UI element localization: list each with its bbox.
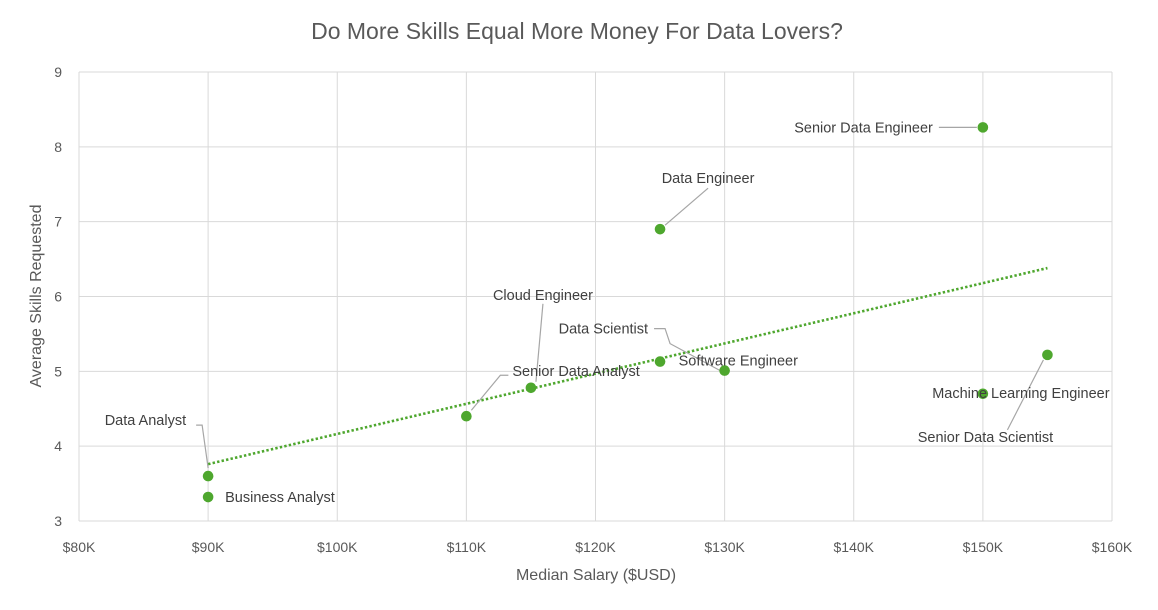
data-point: [1042, 349, 1053, 361]
trendline: [207, 266, 1048, 466]
data-label: Cloud Engineer: [493, 288, 593, 304]
y-tick-label: 9: [54, 64, 62, 80]
data-point: [654, 356, 666, 367]
data-label: Senior Data Engineer: [794, 120, 933, 136]
x-tick-label: $120K: [575, 539, 616, 555]
x-axis-title: Median Salary ($USD): [516, 567, 676, 584]
data-label: Data Engineer: [662, 171, 755, 187]
leader-line: [654, 328, 723, 373]
leader-line: [196, 424, 209, 469]
x-tick-label: $80K: [63, 539, 96, 555]
data-point: [719, 365, 730, 376]
data-label: Software Engineer: [679, 354, 798, 370]
data-label: Business Analyst: [225, 490, 335, 506]
leader-line: [535, 303, 544, 382]
y-tick-label: 8: [54, 139, 62, 155]
x-tick-label: $130K: [704, 539, 745, 555]
data-point: [461, 410, 472, 422]
chart-title: Do More Skills Equal More Money For Data…: [311, 18, 843, 44]
data-labels: Data Analyst Business Analyst Senior Data …: [105, 120, 1110, 506]
y-tick-label: 7: [54, 214, 62, 230]
y-tick-label: 6: [54, 289, 62, 305]
data-label: Data Analyst: [105, 413, 186, 429]
tick-labels: $80K $90K $100K $110K $120K $130K $140K $150K $1…: [54, 64, 1133, 555]
leader-line: [470, 374, 509, 411]
trendline-group: [207, 266, 1048, 466]
data-point: [202, 470, 214, 482]
leader-line: [664, 187, 709, 226]
y-axis-title: Average Skills Requested: [28, 205, 45, 388]
data-point: [977, 388, 989, 400]
y-tick-label: 4: [54, 438, 62, 454]
x-tick-label: $150K: [963, 539, 1004, 555]
data-point: [202, 491, 214, 503]
gridlines: [78, 71, 1113, 522]
x-tick-label: $100K: [317, 539, 358, 555]
x-tick-label: $140K: [834, 539, 875, 555]
leader-lines: [196, 126, 1044, 469]
data-label: Senior Data Scientist: [918, 430, 1053, 446]
data-point: [654, 223, 666, 235]
x-tick-label: $90K: [192, 539, 225, 555]
data-point: [525, 382, 537, 394]
data-point: [977, 122, 989, 133]
x-tick-label: $160K: [1092, 539, 1133, 555]
data-label: Data Scientist: [559, 322, 648, 338]
data-points: [202, 122, 1053, 503]
y-tick-label: 3: [54, 513, 62, 529]
x-tick-label: $110K: [447, 539, 487, 555]
data-label: Senior Data Analyst: [512, 364, 639, 380]
data-label: Machine Learning Engineer: [932, 386, 1110, 402]
y-tick-label: 5: [54, 363, 62, 379]
leader-line: [1006, 359, 1044, 431]
